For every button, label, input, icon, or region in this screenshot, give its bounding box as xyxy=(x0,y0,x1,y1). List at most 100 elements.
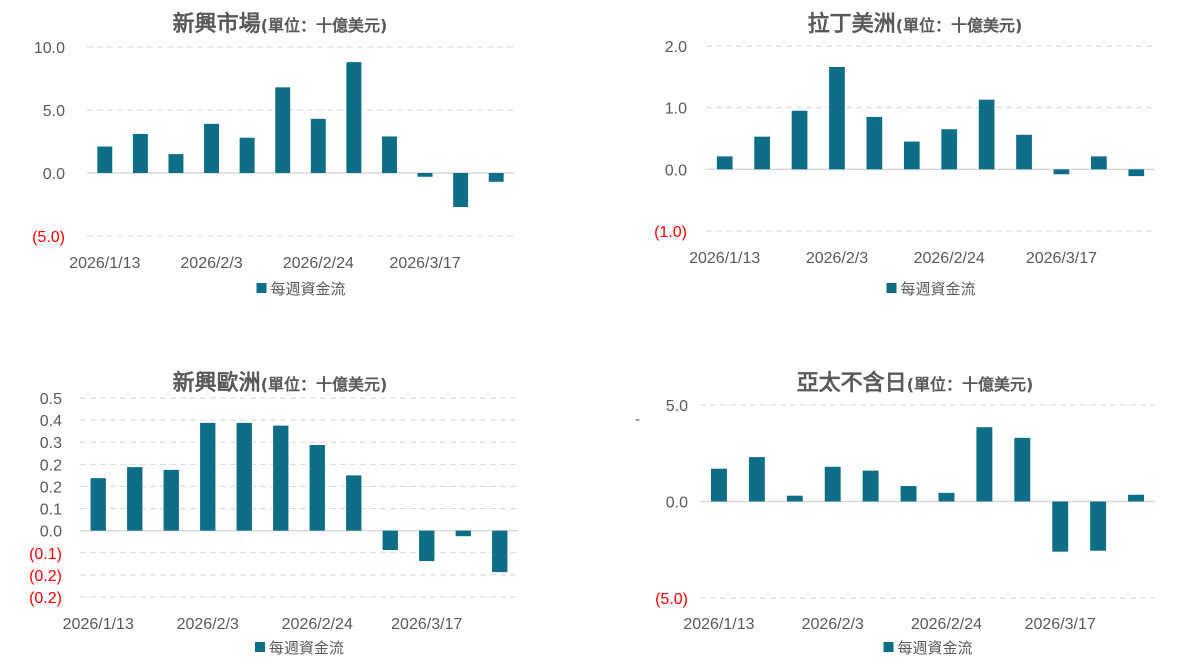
bar-2026/3/31 xyxy=(1128,494,1145,502)
bar-2026/3/3 xyxy=(346,62,362,174)
chart-title-main: 拉丁美洲 xyxy=(808,11,896,37)
bar-2026/3/3 xyxy=(978,99,995,170)
chart-title: 新興市場(單位：十億美元) xyxy=(173,11,388,37)
legend-swatch xyxy=(255,642,265,652)
chart-title: 拉丁美洲(單位：十億美元) xyxy=(808,11,1023,37)
chart-title-unit: (單位：十億美元) xyxy=(261,375,388,394)
stray-dash-mark: - xyxy=(635,412,641,428)
chart-3: 新興歐洲(單位：十億美元) 0.5 0.4 0.3 0.2 0.2 0.1 0.0 (0.1) (… xyxy=(29,370,518,657)
y-tick-label: 0.1 xyxy=(40,502,62,519)
bar-2026/3/24 xyxy=(1090,501,1107,551)
bar-2026/3/24 xyxy=(1091,156,1107,170)
x-tick-label: 2026/3/17 xyxy=(1025,616,1096,633)
x-tick-label: 2026/2/3 xyxy=(806,250,868,267)
legend-label: 每週資金流 xyxy=(898,639,973,657)
x-tick-label: 2026/1/13 xyxy=(689,250,760,267)
chart-title-main: 新興歐洲 xyxy=(173,370,261,396)
bar-2026/2/24 xyxy=(938,492,955,502)
y-tick-label: 0.3 xyxy=(40,435,62,452)
chart-title-unit: (單位：十億美元) xyxy=(907,375,1034,394)
x-tick-label: 2026/1/13 xyxy=(63,616,134,633)
bar-2026/3/31 xyxy=(488,173,504,182)
bar-2026/3/17 xyxy=(1052,501,1069,552)
legend-swatch xyxy=(886,283,897,293)
chart-title-main: 新興市場 xyxy=(173,11,261,37)
y-tick-label: (1.0) xyxy=(654,224,687,241)
x-tick-label: 2026/2/24 xyxy=(914,250,985,267)
bar-2026/2/10 xyxy=(862,470,879,502)
chart-4: 亞太不含日(單位：十億美元) 5.0 0.0 (5.0) 2026/1/13 2026/2… xyxy=(655,370,1155,657)
y-tick-label: 0.0 xyxy=(43,166,65,183)
y-tick-label: 0.2 xyxy=(40,457,62,474)
bar-2026/2/24 xyxy=(941,129,958,170)
bar-2026/3/17 xyxy=(419,530,435,562)
bar-2026/1/27 xyxy=(791,110,808,170)
x-tick-label: 2026/2/3 xyxy=(177,616,239,633)
y-tick-label: 10.0 xyxy=(34,40,65,57)
x-tick-label: 2026/1/13 xyxy=(683,616,754,633)
bar-2026/3/10 xyxy=(382,530,398,551)
chart-title-main: 亞太不含日 xyxy=(797,370,907,396)
bar-2026/1/20 xyxy=(748,457,765,502)
bar-2026/1/27 xyxy=(168,154,184,173)
y-tick-label: 0.4 xyxy=(40,413,62,430)
legend-swatch xyxy=(883,642,894,652)
chart-title: 新興歐洲(單位：十億美元) xyxy=(173,370,388,396)
bar-2026/2/3 xyxy=(200,422,216,531)
bar-2026/3/3 xyxy=(346,475,362,531)
x-tick-label: 2026/3/17 xyxy=(389,255,460,272)
y-tick-label: (0.2) xyxy=(29,590,62,607)
bar-2026/3/31 xyxy=(492,530,508,573)
y-tick-label: 0.2 xyxy=(40,479,62,496)
bar-2026/3/24 xyxy=(455,530,471,537)
x-tick-label: 2026/2/3 xyxy=(180,255,242,272)
bar-2026/1/20 xyxy=(754,136,770,170)
y-tick-label: 0.0 xyxy=(40,524,62,541)
y-tick-label: 2.0 xyxy=(665,39,687,56)
bar-2026/1/13 xyxy=(716,156,733,170)
bar-2026/1/13 xyxy=(90,478,106,531)
y-tick-label: 1.0 xyxy=(665,101,687,118)
chart-1: 新興市場(單位：十億美元) 10.0 5.0 0.0 (5.0)2026/1/13 202… xyxy=(32,11,514,298)
bar-2026/2/10 xyxy=(239,137,255,173)
legend-label: 每週資金流 xyxy=(901,280,976,298)
y-tick-label: 5.0 xyxy=(43,103,65,120)
bar-2026/3/17 xyxy=(417,173,433,177)
x-tick-label: 2026/3/17 xyxy=(391,616,462,633)
y-tick-label: 0.0 xyxy=(666,495,688,512)
bar-2026/1/20 xyxy=(132,133,148,173)
bar-2026/1/27 xyxy=(786,495,803,502)
bar-2026/3/10 xyxy=(381,136,397,173)
x-tick-label: 2026/2/24 xyxy=(911,616,982,633)
bar-2026/2/24 xyxy=(310,118,326,173)
bar-2026/2/3 xyxy=(829,66,845,170)
legend-label: 每週資金流 xyxy=(271,280,346,298)
y-tick-label: (5.0) xyxy=(655,591,688,608)
y-tick-label: (0.2) xyxy=(29,568,62,585)
chart-title: 亞太不含日(單位：十億美元) xyxy=(797,370,1034,396)
bar-2026/2/17 xyxy=(903,141,920,170)
bar-2026/3/10 xyxy=(1014,437,1031,502)
x-tick-label: 2026/1/13 xyxy=(69,255,140,272)
bar-2026/2/3 xyxy=(824,466,841,502)
x-tick-label: 2026/2/24 xyxy=(283,255,354,272)
y-tick-label: 0.0 xyxy=(665,162,687,179)
legend-swatch xyxy=(256,283,267,293)
chart-title-unit: (單位：十億美元) xyxy=(261,16,388,35)
y-tick-label: 5.0 xyxy=(666,398,688,415)
x-tick-label: 2026/2/24 xyxy=(282,616,353,633)
bar-2026/2/10 xyxy=(866,116,883,170)
chart-2: 拉丁美洲(單位：十億美元) 2.0 1.0 0.0 (1.0)2026/1/13 2026… xyxy=(654,11,1155,298)
bar-2026/2/17 xyxy=(900,486,917,502)
bar-2026/1/13 xyxy=(97,146,113,173)
x-tick-label: 2026/3/17 xyxy=(1026,250,1097,267)
bar-2026/1/27 xyxy=(163,469,179,531)
bar-2026/2/10 xyxy=(236,422,252,531)
y-tick-label: (5.0) xyxy=(32,229,65,246)
bar-2026/2/24 xyxy=(309,444,325,531)
bar-2026/3/3 xyxy=(976,427,993,502)
legend-label: 每週資金流 xyxy=(269,639,344,657)
y-tick-label: 0.5 xyxy=(40,391,62,408)
bar-2026/3/31 xyxy=(1128,169,1145,177)
